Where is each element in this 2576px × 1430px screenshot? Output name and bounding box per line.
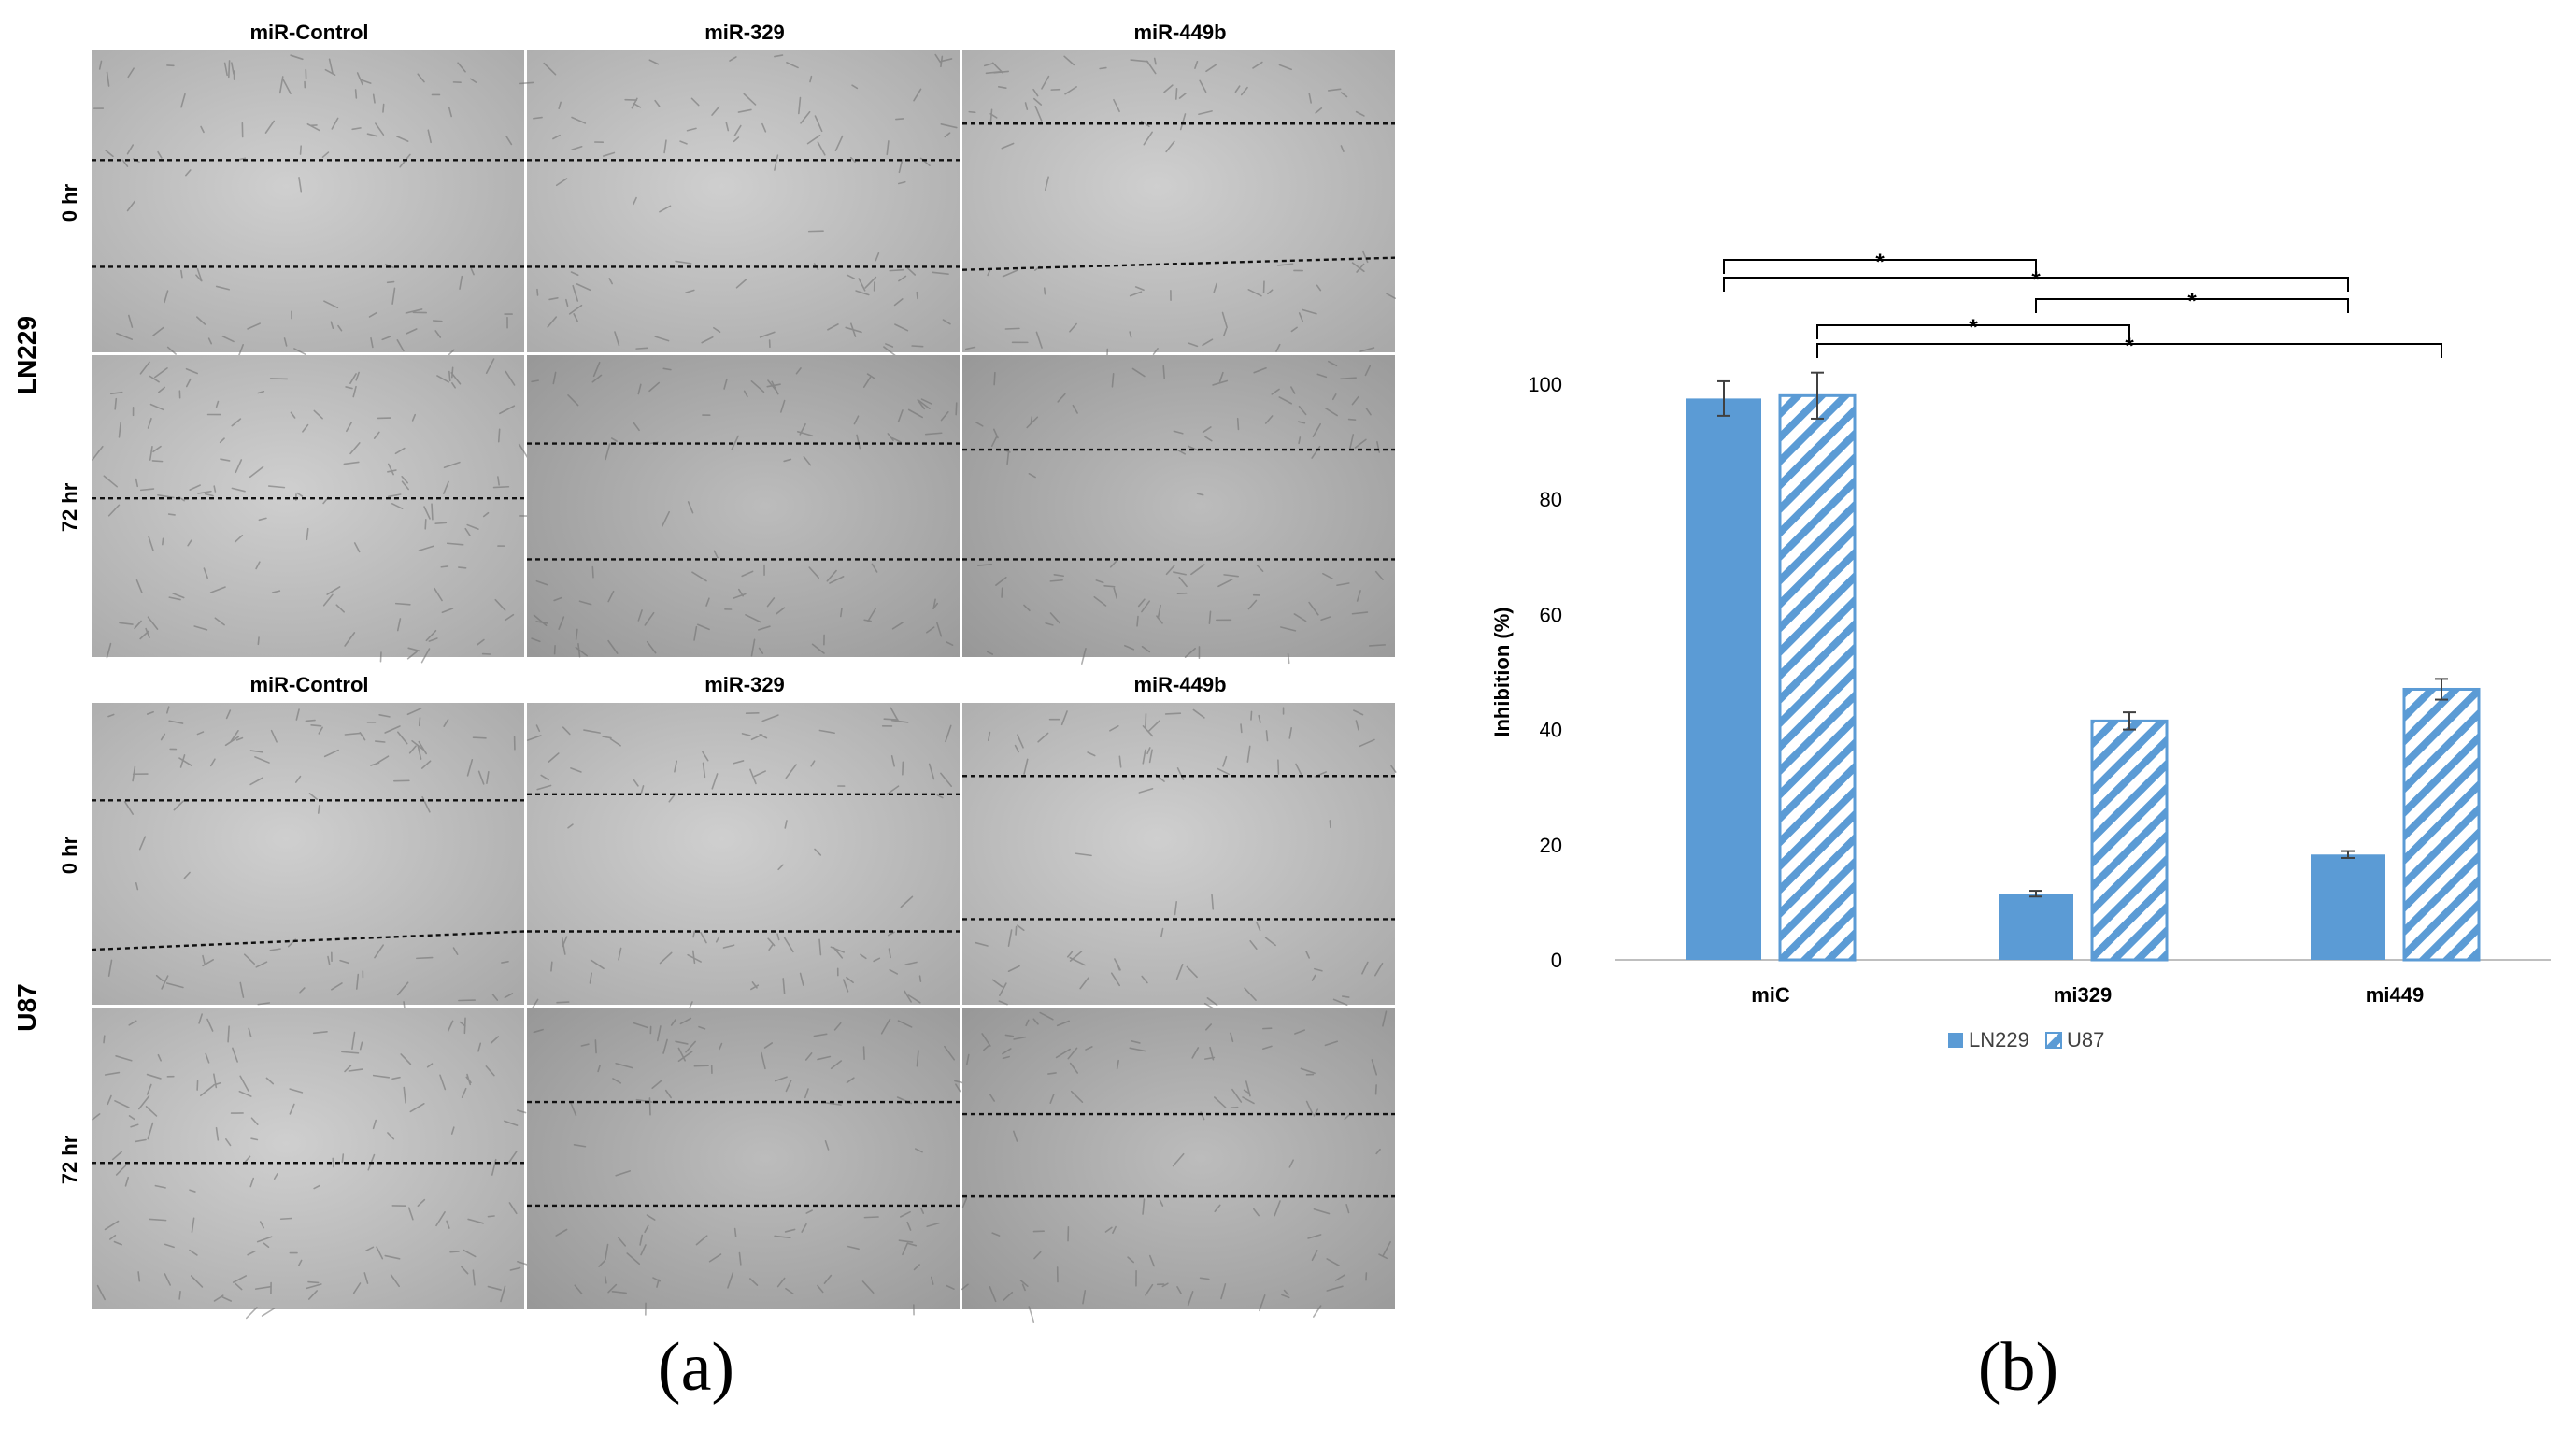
bar-ln229 bbox=[1999, 894, 2073, 960]
time-label: 72 hr bbox=[58, 1135, 81, 1184]
error-bar bbox=[1717, 379, 1730, 417]
error-bar bbox=[2435, 678, 2448, 701]
cell-texture bbox=[961, 1010, 1391, 1323]
micrograph-image bbox=[962, 703, 1395, 1005]
y-tick-label: 60 bbox=[1540, 603, 1562, 626]
significance-bracket bbox=[1816, 343, 2442, 358]
cell-texture bbox=[92, 358, 529, 664]
y-tick-label: 40 bbox=[1540, 719, 1562, 742]
column-header: miR-449b bbox=[1133, 21, 1226, 44]
significance-star: * bbox=[2187, 289, 2197, 314]
micrograph-image bbox=[962, 355, 1395, 657]
cell-line-label: U87 bbox=[12, 983, 41, 1031]
bar-ln229 bbox=[1686, 398, 1761, 960]
time-label: 0 hr bbox=[58, 183, 81, 222]
error-bar bbox=[2341, 850, 2355, 859]
panel-b-label: (b) bbox=[1978, 1329, 2058, 1406]
y-tick-label: 0 bbox=[1551, 949, 1562, 972]
micrograph-image bbox=[962, 50, 1395, 352]
error-bar bbox=[2029, 890, 2042, 898]
column-header: miR-329 bbox=[704, 21, 785, 44]
y-tick-label: 100 bbox=[1528, 373, 1562, 396]
cell-texture bbox=[107, 706, 516, 1014]
panel-a-label: (a) bbox=[658, 1329, 734, 1406]
x-tick-label: mi449 bbox=[2366, 983, 2424, 1007]
cell-texture bbox=[531, 361, 958, 658]
significance-bracket bbox=[1723, 277, 2349, 292]
bar-ln229 bbox=[2311, 854, 2385, 960]
significance-star: * bbox=[1969, 315, 1978, 340]
micrograph-image bbox=[92, 1008, 524, 1309]
x-tick-label: miC bbox=[1751, 983, 1790, 1007]
micrograph-image bbox=[92, 703, 524, 1005]
legend-label: LN229 bbox=[1969, 1028, 2029, 1051]
cell-texture bbox=[975, 707, 1397, 1012]
panel-b-bar-chart: 0 20 40 60 80 100 Inhibition (%) miC mi329 mi449 *… bbox=[1490, 250, 2551, 1051]
bar-u87 bbox=[2402, 687, 2481, 962]
cell-texture bbox=[519, 53, 958, 357]
legend-swatch bbox=[2045, 1032, 2062, 1049]
significance-bracket bbox=[1723, 259, 2037, 274]
legend-swatch bbox=[1948, 1033, 1963, 1048]
micrograph-image bbox=[527, 355, 960, 657]
cell-texture bbox=[975, 360, 1387, 665]
significance-star: * bbox=[2125, 334, 2134, 359]
panel-a-micrographs: miR-Control miR-329 miR-449b LN229 0 hr 72 hr… bbox=[12, 21, 1397, 1323]
error-bar bbox=[2123, 711, 2136, 731]
column-header: miR-Control bbox=[249, 21, 368, 44]
significance-bracket bbox=[2035, 298, 2349, 313]
micrograph-image bbox=[92, 50, 524, 352]
column-header: miR-329 bbox=[704, 673, 785, 696]
time-label: 72 hr bbox=[58, 482, 81, 532]
micrograph-image bbox=[527, 1008, 960, 1309]
y-tick-label: 80 bbox=[1540, 488, 1562, 511]
cell-texture bbox=[964, 55, 1396, 366]
bar-u87 bbox=[1778, 393, 1857, 962]
cell-texture bbox=[92, 1013, 533, 1320]
legend: LN229 U87 bbox=[1948, 1028, 2104, 1051]
cell-line-label: LN229 bbox=[12, 316, 41, 394]
micrograph-image bbox=[527, 703, 960, 1005]
significance-bracket bbox=[1816, 324, 2130, 339]
x-tick-label: mi329 bbox=[2054, 983, 2112, 1007]
column-header: miR-Control bbox=[249, 673, 368, 696]
cell-texture bbox=[526, 707, 953, 1016]
y-axis-title: Inhibition (%) bbox=[1490, 607, 1514, 736]
bar-u87 bbox=[2090, 719, 2169, 962]
legend-label: U87 bbox=[2067, 1028, 2104, 1051]
micrograph-image bbox=[92, 355, 524, 657]
cell-texture bbox=[93, 54, 513, 362]
time-label: 0 hr bbox=[58, 836, 81, 874]
error-bar bbox=[1811, 371, 1824, 420]
micrograph-image bbox=[527, 50, 960, 352]
column-header: miR-449b bbox=[1133, 673, 1226, 696]
significance-star: * bbox=[2031, 267, 2041, 293]
y-tick-label: 20 bbox=[1540, 834, 1562, 857]
significance-star: * bbox=[1875, 250, 1885, 275]
